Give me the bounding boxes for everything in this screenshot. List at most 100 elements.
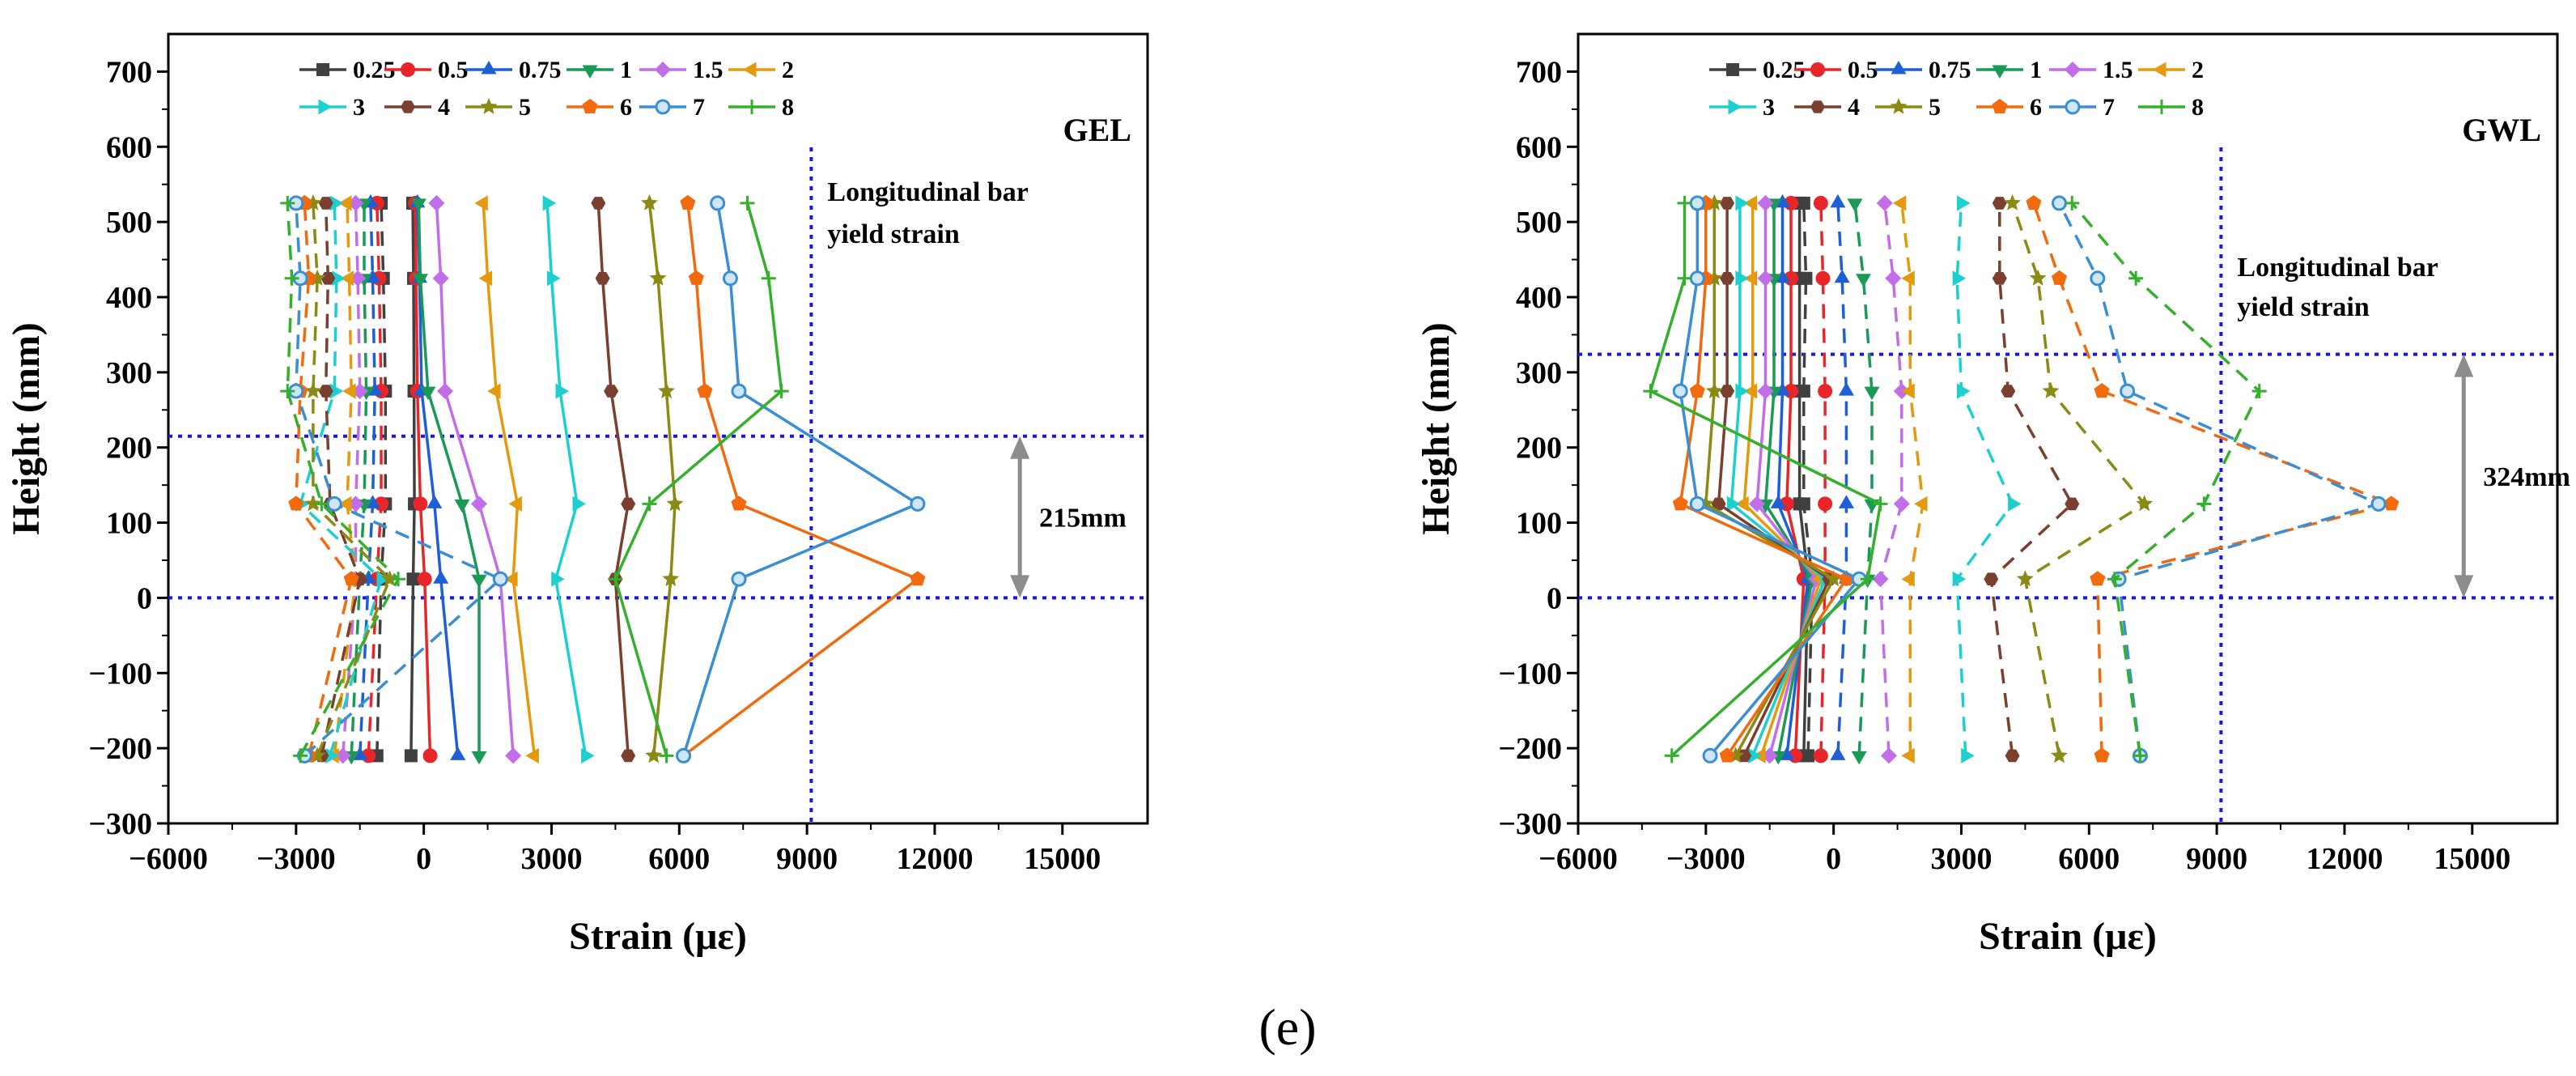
data-point [2042, 382, 2060, 398]
data-point [2094, 747, 2110, 763]
data-point [1702, 747, 1718, 763]
data-point [1914, 495, 1928, 512]
data-point [1992, 197, 2007, 210]
data-point [340, 270, 354, 287]
data-point [1901, 383, 1915, 399]
data-point [1664, 748, 1679, 763]
data-point [342, 383, 356, 399]
legend-item: 7 [639, 94, 705, 121]
series-line-solid [682, 202, 921, 757]
legend-marker [2065, 99, 2081, 115]
legend-marker [481, 61, 497, 74]
y-axis-label: Height (mm) [5, 322, 48, 535]
legend-item: 6 [1976, 94, 2042, 121]
data-point [2001, 385, 2016, 398]
data-point [381, 570, 398, 587]
data-point [508, 495, 522, 512]
legend-marker [1726, 63, 1739, 76]
panel-tag: GEL [1063, 112, 1131, 148]
legend-marker [1810, 100, 1825, 113]
data-point [676, 747, 692, 763]
legend-label: 7 [2103, 94, 2115, 121]
legend-marker [582, 65, 598, 79]
legend-marker [480, 98, 498, 114]
y-tick-label: 300 [106, 356, 152, 390]
data-point [288, 495, 304, 511]
legend-label: 5 [1929, 94, 1941, 121]
data-point [471, 751, 487, 765]
x-tick-label: 0 [416, 842, 431, 876]
data-point [621, 749, 636, 763]
series-5 [304, 194, 684, 763]
data-point [1892, 195, 1907, 211]
data-point [1720, 272, 1735, 285]
legend-marker [2065, 62, 2081, 78]
legend-marker [2153, 62, 2166, 78]
legend-marker [1891, 61, 1907, 74]
data-point [318, 197, 333, 210]
data-point [2051, 746, 2068, 763]
x-tick-label: −6000 [1538, 842, 1618, 876]
data-point [731, 383, 747, 399]
data-point [722, 270, 738, 287]
data-point [595, 272, 610, 285]
legend-item: 8 [2138, 94, 2204, 121]
data-point [710, 195, 726, 211]
data-point [471, 574, 487, 589]
legend-label: 1.5 [693, 57, 724, 83]
series-line-solid [414, 202, 432, 756]
data-point [365, 495, 380, 508]
data-point [910, 571, 926, 586]
data-point [1689, 383, 1705, 398]
data-point [1743, 270, 1758, 287]
legend-label: 3 [353, 94, 365, 121]
data-point [2051, 195, 2067, 211]
data-point [471, 495, 487, 512]
legend-item: 6 [567, 94, 632, 121]
data-point [1735, 270, 1749, 287]
data-point [2128, 270, 2144, 286]
y-axis-label: Height (mm) [1415, 322, 1458, 535]
data-point [1834, 269, 1850, 283]
data-point [1872, 571, 1889, 588]
data-point [2120, 383, 2136, 399]
data-point [2008, 495, 2022, 512]
series-line-dashed [2070, 202, 2261, 756]
legend-item: 3 [1709, 94, 1775, 121]
data-point [731, 571, 747, 587]
y-tick-label: 200 [1516, 432, 1562, 466]
data-point [492, 571, 508, 587]
legend-item: 0.5 [384, 57, 469, 83]
data-point [1749, 495, 1765, 512]
data-point [437, 383, 453, 400]
y-tick-label: 200 [106, 432, 152, 466]
x-tick-label: 6000 [2058, 842, 2120, 876]
data-point [2065, 497, 2080, 511]
y-tick-label: 100 [106, 507, 152, 541]
series-line-solid [1776, 202, 1810, 756]
legend-marker [316, 63, 329, 76]
data-point [555, 383, 569, 399]
series-line-dashed [286, 202, 401, 757]
series-line-dashed [1989, 202, 2074, 756]
data-point [1757, 383, 1774, 400]
data-point [454, 499, 470, 513]
data-point [1735, 495, 1749, 512]
series-8 [280, 195, 789, 763]
data-point [774, 384, 789, 399]
data-point [1726, 495, 1741, 512]
data-point [1689, 270, 1705, 287]
data-point [641, 194, 658, 211]
data-point [422, 748, 438, 763]
legend-marker [401, 100, 415, 113]
data-point [2383, 495, 2400, 511]
legend-marker [1992, 65, 2008, 79]
data-point [1799, 271, 1813, 285]
data-point [2094, 383, 2110, 398]
data-point [1876, 194, 1893, 211]
series-line-dashed [320, 202, 362, 756]
data-point [284, 270, 299, 286]
data-point [1813, 195, 1828, 211]
data-point [1818, 496, 1833, 512]
data-point [329, 383, 344, 399]
